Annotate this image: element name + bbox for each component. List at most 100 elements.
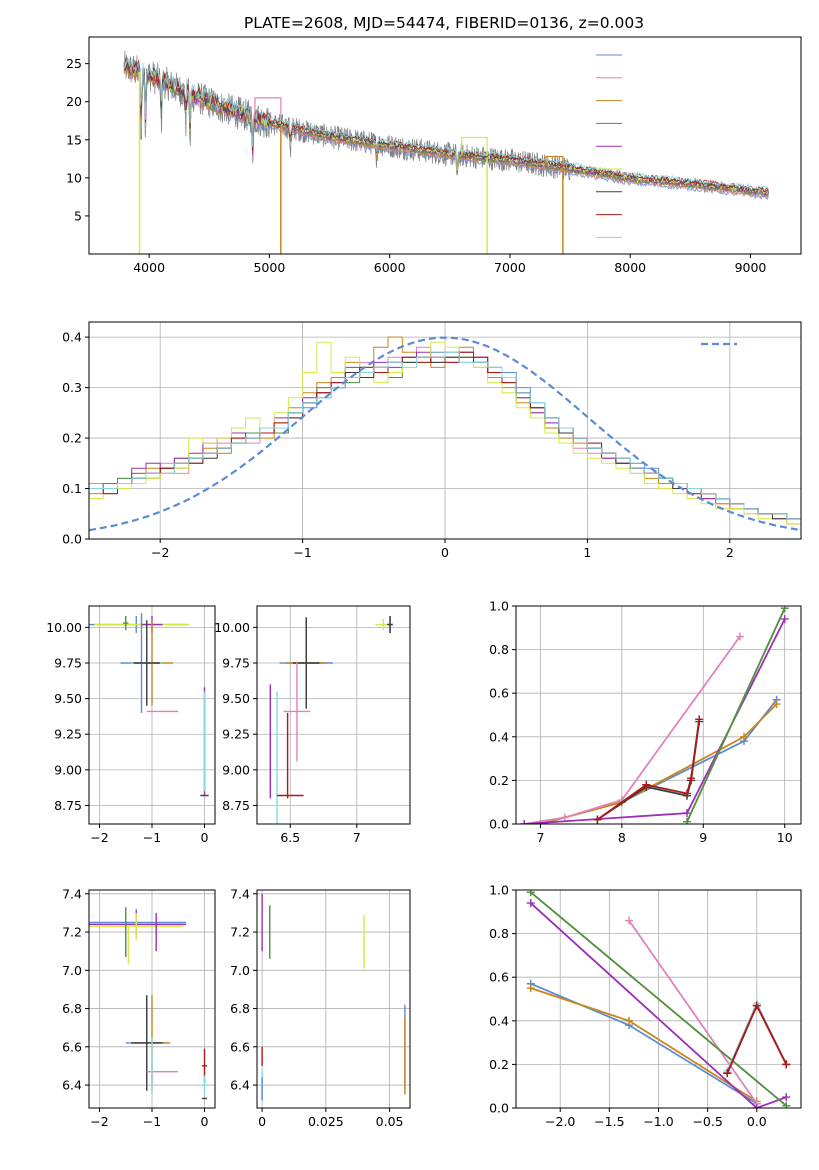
weight_vs_age-point-marker — [520, 820, 529, 824]
weight_vs_age-point-marker — [772, 700, 781, 709]
weight_vs_age-point-marker — [687, 774, 696, 783]
weight_vs_age-point-marker — [780, 615, 789, 624]
weight_vs_age-ytick-label: 1.0 — [489, 599, 509, 614]
weight_vs_age-ytick-label: 0.6 — [489, 686, 509, 701]
age_vs_mass-ytick-label: 10.00 — [214, 620, 250, 635]
weight_vs_age-point-marker — [683, 809, 691, 818]
mass_vs_Z-ytick-label: 7.4 — [62, 886, 82, 901]
age_vs_Z-xtick-label: −2 — [90, 830, 108, 845]
weight_vs_age-point-marker — [740, 732, 748, 741]
weight_vs_Z-point-marker — [782, 1093, 791, 1102]
residuals-ytick-label: 0.1 — [62, 481, 82, 496]
mass_vs_Z-plot-area — [89, 907, 208, 1100]
weight_vs_Z-point-marker — [625, 916, 634, 925]
mass_vs_Z-errorbar-point — [201, 1075, 208, 1095]
weight_vs_Z-point-marker — [723, 1069, 732, 1078]
age_vs_Z-errorbar-point — [133, 620, 160, 706]
weight_vs_Z-plot-area — [526, 890, 791, 1108]
weight_vs_Z-point-marker — [752, 1104, 761, 1108]
age_vs_mass-ytick-label: 9.50 — [222, 691, 250, 706]
mass_vs_Z-xtick-label: −2 — [90, 1114, 108, 1129]
residuals-axes: −2 −1 0 1 2 0.0 0.1 0.2 0.3 0.4 — [62, 321, 802, 560]
age_vs_Z-ytick-label: 9.25 — [54, 727, 82, 742]
mass_vs_ebv-ytick-label: 6.6 — [230, 1039, 250, 1054]
mass_vs_ebv-ytick-label: 7.2 — [230, 925, 250, 940]
mass_vs_Z-ytick-label: 6.8 — [62, 1001, 82, 1016]
weight_vs_age-ytick-label: 0.2 — [489, 773, 509, 788]
mass_vs_ebv-ytick-label: 7.4 — [230, 886, 250, 901]
age_vs_mass-ytick-label: 9.25 — [222, 727, 250, 742]
weight_vs_Z-series-line-2 — [628, 919, 758, 1105]
age_vs_Z-xtick-label: −1 — [143, 830, 161, 845]
model-spectrum-8 — [124, 59, 769, 190]
residuals-ytick-label: 0.0 — [62, 532, 82, 547]
model-spectrum-6 — [124, 61, 769, 194]
age_vs_mass-ytick-label: 8.75 — [222, 798, 250, 813]
residuals-ytick-label: 0.3 — [62, 380, 82, 395]
weight_vs_Z-xtick-label: 0.0 — [747, 1114, 767, 1129]
age_vs_mass-xtick-label: 7 — [353, 830, 361, 845]
spectrum-plot-area — [123, 50, 769, 254]
mass_vs_ebv-frame — [256, 889, 411, 1109]
weight_vs_age-ytick-label: 0.4 — [489, 729, 509, 744]
model-step-0 — [254, 97, 282, 119]
age_vs_mass-frame — [256, 605, 411, 825]
weight_vs_age-point-marker — [560, 813, 569, 822]
weight_vs_Z-point-marker — [526, 890, 535, 897]
age_vs_Z-plot-area — [89, 613, 209, 797]
spectrum-frame — [88, 36, 802, 255]
residual-histogram-5 — [89, 341, 801, 525]
mass_vs_ebv-xtick-label: 0.025 — [308, 1114, 344, 1129]
weight_vs_age-series-line-2 — [523, 635, 741, 824]
age_vs_mass-plot-area — [269, 615, 393, 824]
mass_vs_Z-xtick-label: −1 — [143, 1114, 161, 1129]
weight_vs_age-xtick-label: 10 — [777, 830, 793, 845]
spectrum-ytick-label: 5 — [74, 208, 82, 223]
spectrum-xtick-label: 7000 — [494, 260, 526, 275]
age_vs_mass-axes: 6.5 7 8.75 9.00 9.25 9.50 9.75 10.00 — [214, 605, 411, 845]
weight_vs_age-point-marker — [683, 789, 691, 798]
residual-histogram-8 — [89, 351, 801, 520]
spectrum-ytick-label: 10 — [66, 170, 82, 185]
age_vs_Z-ytick-label: 9.00 — [54, 762, 82, 777]
mass_vs_Z-errorbar-point — [131, 995, 163, 1091]
residuals-ytick-label: 0.2 — [62, 431, 82, 446]
spectrum-xtick-label: 4000 — [133, 260, 165, 275]
age_vs_Z-xtick-label: 0 — [201, 830, 209, 845]
weight_vs_age-xtick-label: 8 — [618, 830, 626, 845]
weight_vs_Z-xtick-label: −2.0 — [545, 1114, 575, 1129]
weight_vs_age-axes: 7 8 9 10 0.0 0.2 0.4 0.6 0.8 1.0 — [489, 599, 802, 845]
mass_vs_Z-ytick-label: 6.4 — [62, 1078, 82, 1093]
weight_vs_Z-point-marker — [526, 899, 535, 908]
spectrum-xtick-label: 9000 — [735, 260, 767, 275]
age_vs_Z-errorbar-point — [123, 615, 129, 631]
weight_vs_age-point-marker — [735, 632, 744, 641]
mass_vs_ebv-plot-area — [261, 893, 406, 1101]
weight_vs_Z-xtick-label: −1.5 — [594, 1114, 624, 1129]
mass_vs_Z-xtick-label: 0 — [201, 1114, 209, 1129]
mass_vs_ebv-ytick-label: 6.8 — [230, 1001, 250, 1016]
residuals-xtick-label: 0 — [441, 545, 449, 560]
spectrum-axes: 4000 5000 6000 7000 8000 9000 5 10 15 20 25 — [66, 36, 802, 275]
mass_vs_Z-axes: −2 −1 0 6.4 6.6 6.8 7.0 7.2 7.4 — [62, 886, 216, 1129]
mass_vs_Z-errorbar-point — [89, 912, 184, 940]
spectrum-ytick-label: 15 — [66, 132, 82, 147]
age_vs_mass-errorbar-point — [283, 661, 311, 762]
weight_vs_Z-point-marker — [752, 1001, 761, 1010]
weight_vs_age-xtick-label: 7 — [536, 830, 544, 845]
age_vs_Z-ytick-label: 8.75 — [54, 798, 82, 813]
age_vs_Z-axes: −2 −1 0 8.75 9.00 9.25 9.50 9.75 10.00 — [46, 605, 216, 845]
spectrum-xtick-label: 8000 — [614, 260, 646, 275]
spectrum-title: PLATE=2608, MJD=54474, FIBERID=0136, z=0… — [244, 14, 644, 32]
weight_vs_Z-point-marker — [782, 1060, 791, 1069]
spectrum-xtick-label: 5000 — [253, 260, 285, 275]
weight_vs_age-point-marker — [642, 780, 651, 789]
weight_vs_Z-ytick-label: 0.4 — [489, 1013, 509, 1028]
weight_vs_age-ytick-label: 0.8 — [489, 642, 509, 657]
spectrum-ytick-label: 20 — [66, 94, 82, 109]
model-step-2 — [545, 155, 564, 166]
age_vs_mass-errorbar-point — [387, 615, 393, 634]
mass_vs_ebv-xtick-label: 0 — [258, 1114, 266, 1129]
weight_vs_age-point-marker — [695, 715, 704, 724]
